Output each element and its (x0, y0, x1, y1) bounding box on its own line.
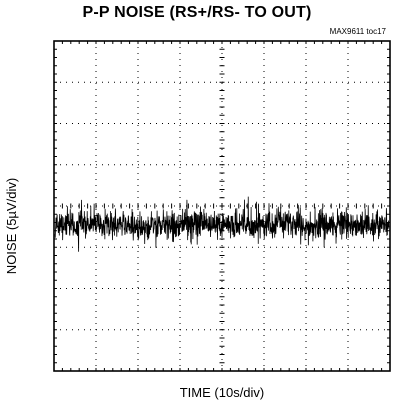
grid-ticks (53, 40, 391, 372)
figure-reference: MAX9611 toc17 (329, 27, 386, 36)
y-axis-label: NOISE (5µV/div) (4, 177, 19, 275)
chart-title: P-P NOISE (RS+/RS- TO OUT) (82, 4, 312, 21)
noise-trace (54, 196, 390, 252)
x-axis-label: TIME (10s/div) (179, 385, 265, 400)
